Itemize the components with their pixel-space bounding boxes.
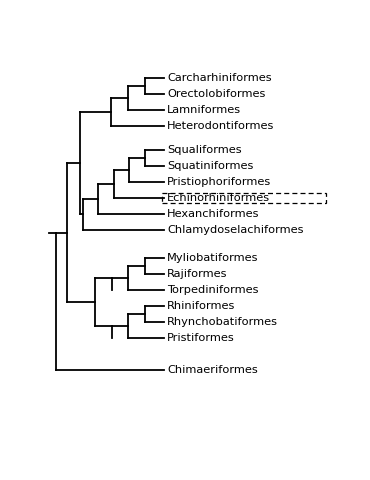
Text: Torpediniformes: Torpediniformes — [167, 285, 259, 295]
Text: Myliobatiformes: Myliobatiformes — [167, 253, 259, 264]
Text: Hexanchiformes: Hexanchiformes — [167, 209, 260, 219]
Text: Lamniformes: Lamniformes — [167, 105, 241, 115]
Text: Chimaeriformes: Chimaeriformes — [167, 365, 258, 375]
Text: Echinorhiniformes: Echinorhiniformes — [167, 192, 270, 203]
Text: Orectolobiformes: Orectolobiformes — [167, 89, 266, 99]
Text: Squatiniformes: Squatiniformes — [167, 161, 253, 171]
Text: Chlamydoselachiformes: Chlamydoselachiformes — [167, 225, 304, 235]
Text: Rhiniformes: Rhiniformes — [167, 301, 236, 311]
Text: Heterodontiformes: Heterodontiformes — [167, 121, 275, 131]
Text: Pristiophoriformes: Pristiophoriformes — [167, 177, 271, 187]
Text: Squaliformes: Squaliformes — [167, 145, 242, 155]
Text: Carcharhiniformes: Carcharhiniformes — [167, 73, 272, 83]
Text: Pristiformes: Pristiformes — [167, 333, 235, 343]
Text: Rajiformes: Rajiformes — [167, 269, 228, 279]
Text: Rhynchobatiformes: Rhynchobatiformes — [167, 317, 278, 327]
